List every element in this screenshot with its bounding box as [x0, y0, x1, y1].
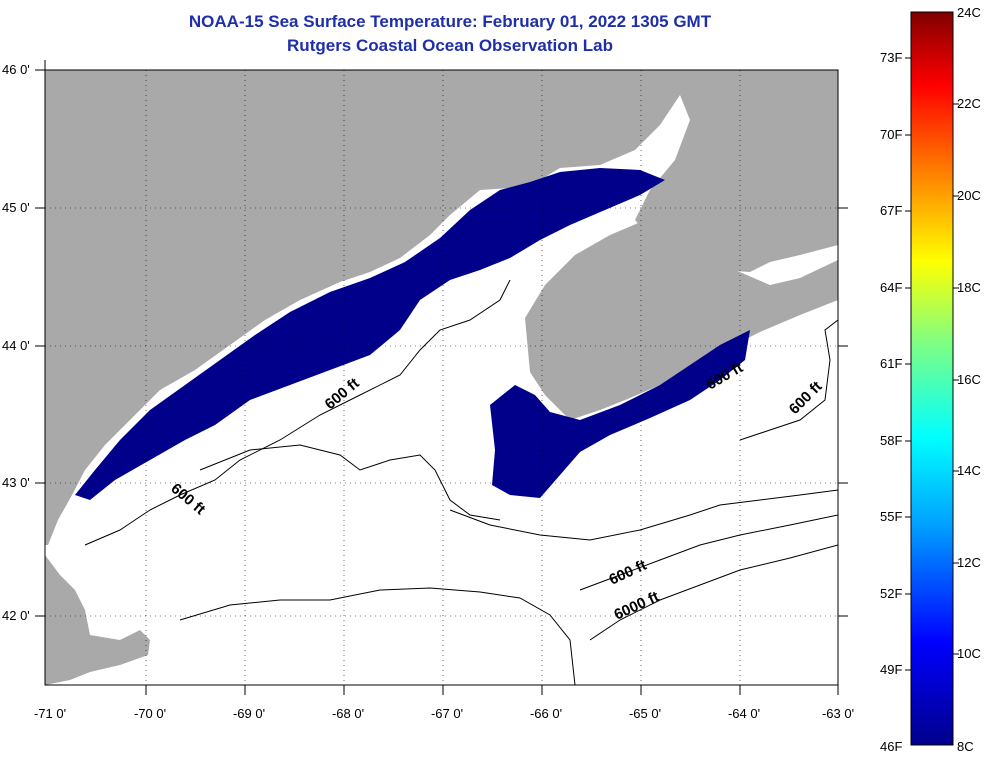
- colorbar-f-label: 70F: [880, 127, 902, 142]
- lon-label: -63 0': [822, 706, 854, 721]
- colorbar-c-label: 18C: [957, 280, 981, 295]
- lat-label: 42 0': [2, 608, 30, 623]
- plot-frame: [44, 69, 839, 686]
- latitude-axis-labels: 46 0' 45 0' 44 0' 43 0' 42 0': [2, 62, 30, 623]
- contour-6000ft: [589, 544, 838, 641]
- lon-label: -65 0': [629, 706, 661, 721]
- colorbar-f-label: 58F: [880, 433, 902, 448]
- lon-label: -64 0': [728, 706, 760, 721]
- colorbar-c-label: 12C: [957, 555, 981, 570]
- lon-label: -70 0': [134, 706, 166, 721]
- lon-label: -71 0': [34, 706, 66, 721]
- depth-contours: [84, 279, 838, 685]
- lon-label: -69 0': [233, 706, 265, 721]
- colorbar-ticks: [905, 57, 959, 671]
- frame-ticks: [35, 60, 848, 695]
- lon-label: -68 0': [332, 706, 364, 721]
- contour-600ft-outer: [449, 489, 838, 541]
- colorbar-f-label: 52F: [880, 586, 902, 601]
- colorbar-c-label: 22C: [957, 96, 981, 111]
- colorbar-c-label: 14C: [957, 463, 981, 478]
- contour-600ft-scotian: [579, 514, 838, 591]
- colorbar-c-label: 10C: [957, 646, 981, 661]
- colorbar-f-label: 55F: [880, 509, 902, 524]
- contour-600ft-shelf: [84, 279, 511, 546]
- colorbar-f-label: 64F: [880, 280, 902, 295]
- contour-600ft-inner: [199, 444, 501, 521]
- map-subtitle: Rutgers Coastal Ocean Observation Lab: [287, 36, 613, 55]
- cape-cod-land: [45, 555, 150, 685]
- map-title: NOAA-15 Sea Surface Temperature: Februar…: [188, 12, 712, 31]
- colorbar-c-label: 24C: [957, 5, 981, 20]
- contour-600ft-east: [739, 319, 838, 441]
- lat-label: 46 0': [2, 62, 30, 77]
- mainland-land: [45, 70, 838, 545]
- nova-scotia-land: [525, 218, 838, 420]
- colorbar: [910, 11, 954, 746]
- northeast-land: [700, 150, 838, 240]
- colorbar-celsius-labels: 24C 22C 20C 18C 16C 14C 12C 10C 8C: [957, 5, 981, 754]
- graticule: [45, 70, 838, 685]
- colorbar-f-label: 67F: [880, 203, 902, 218]
- lat-label: 43 0': [2, 475, 30, 490]
- lon-label: -67 0': [431, 706, 463, 721]
- colorbar-c-label: 8C: [957, 739, 974, 754]
- lon-label: -66 0': [530, 706, 562, 721]
- longitude-axis-labels: -71 0' -70 0' -69 0' -68 0' -67 0' -66 0…: [34, 706, 854, 721]
- contour-600ft-georges: [179, 587, 576, 685]
- colorbar-f-label: 49F: [880, 662, 902, 677]
- lat-label: 44 0': [2, 338, 30, 353]
- colorbar-f-label: 61F: [880, 356, 902, 371]
- lat-label: 45 0': [2, 200, 30, 215]
- colorbar-f-label: 73F: [880, 50, 902, 65]
- colorbar-c-label: 16C: [957, 372, 981, 387]
- colorbar-f-label: 46F: [880, 739, 902, 754]
- cold-water-maine-coast: [75, 168, 665, 500]
- colorbar-fahrenheit-labels: 73F 70F 67F 64F 61F 58F 55F 52F 49F 46F: [880, 50, 902, 754]
- cold-water-nova-scotia: [490, 330, 750, 498]
- colorbar-c-label: 20C: [957, 188, 981, 203]
